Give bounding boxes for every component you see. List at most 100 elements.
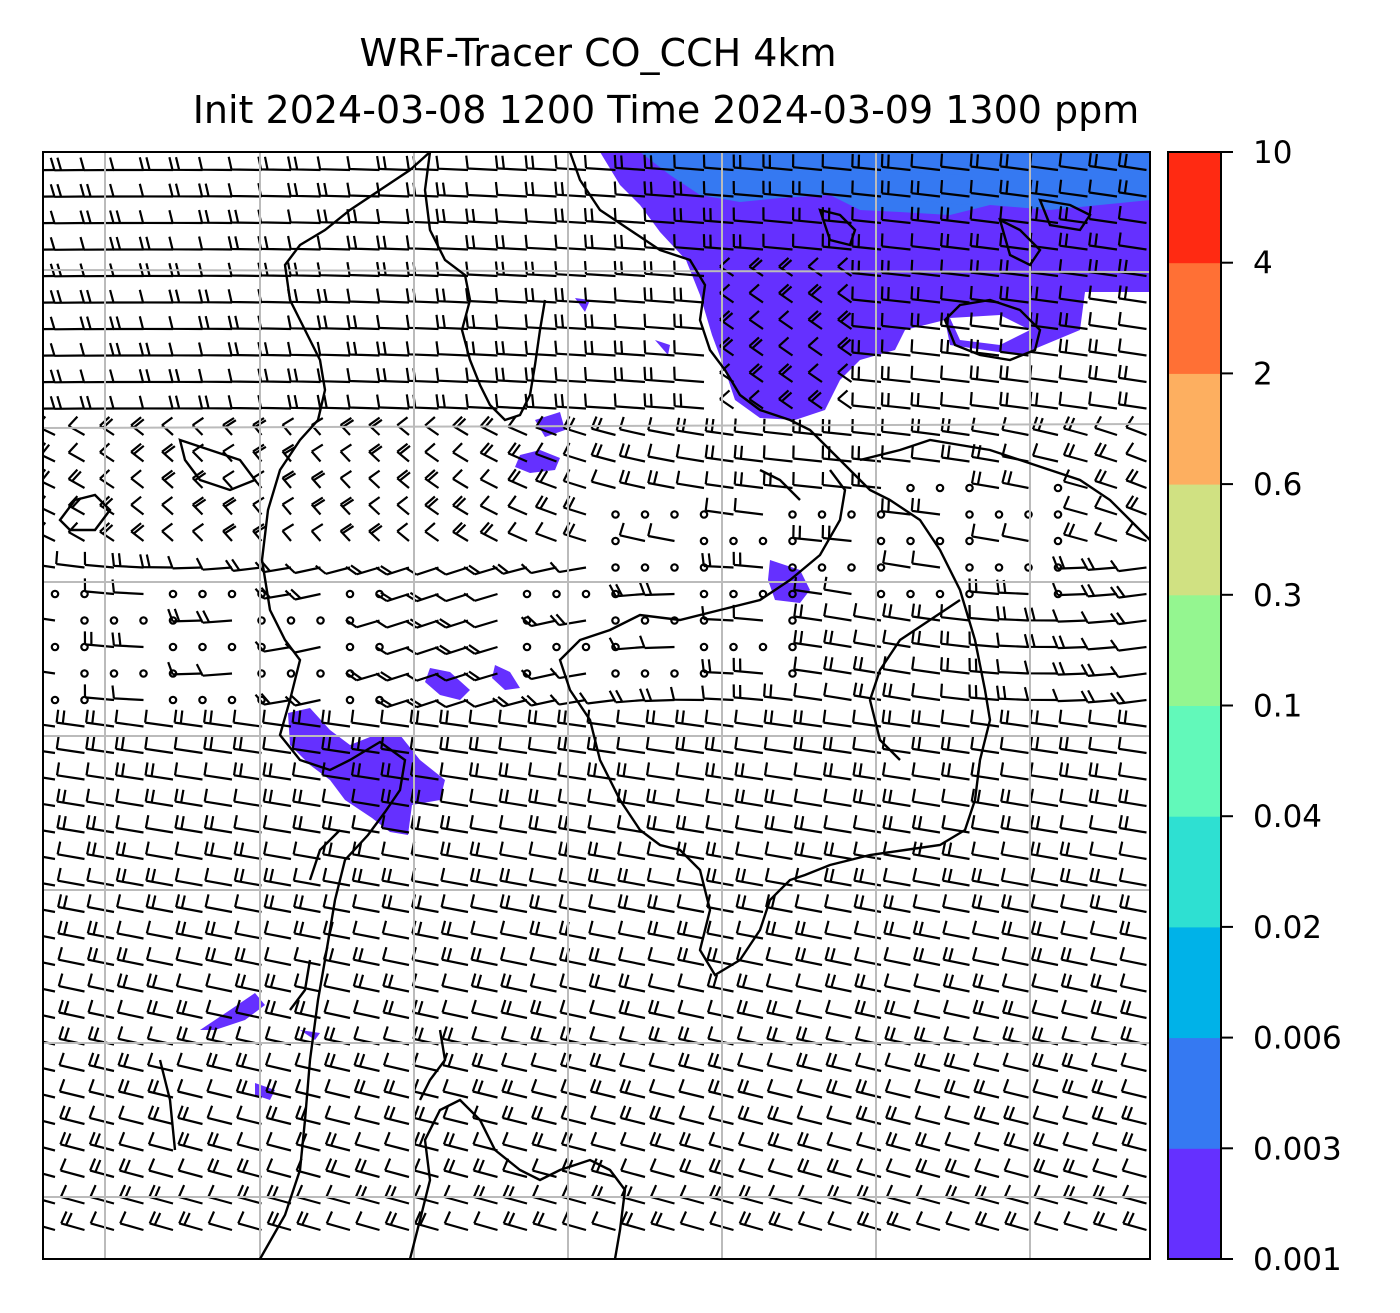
- wind-barb: [1117, 232, 1147, 251]
- wind-barb: [527, 709, 557, 728]
- wind-barb: [161, 469, 176, 489]
- wind-barb: [807, 336, 823, 357]
- calm-wind-marker: [994, 563, 1004, 572]
- wind-barb: [792, 180, 823, 198]
- wind-barb: [195, 663, 233, 677]
- wind-barb: [1121, 1158, 1147, 1179]
- wind-barb: [732, 154, 764, 172]
- wind-barb: [940, 365, 970, 384]
- wind-barb: [821, 471, 852, 490]
- wind-barb: [910, 444, 941, 463]
- wind-barb: [224, 558, 262, 572]
- wind-barb: [823, 603, 852, 622]
- colorbar-tick-label: 0.04: [1253, 799, 1322, 835]
- wind-barb: [293, 973, 321, 993]
- wind-barb: [1088, 232, 1118, 251]
- wind-barb: [396, 495, 410, 516]
- wind-barb: [222, 470, 235, 489]
- wind-barb: [1058, 285, 1088, 304]
- wind-barb: [885, 1131, 911, 1152]
- wind-barb: [969, 232, 1000, 251]
- wind-barb: [203, 762, 233, 781]
- wind-barb: [43, 617, 56, 622]
- wind-barb: [227, 209, 262, 225]
- wind-barb: [554, 393, 587, 410]
- wind-barb: [316, 156, 351, 172]
- wind-barb: [264, 1052, 292, 1073]
- wind-barb: [206, 1131, 233, 1152]
- wind-barb: [376, 288, 410, 304]
- wind-barb: [673, 287, 705, 304]
- wind-barb: [43, 221, 56, 225]
- wind-barb: [910, 286, 941, 304]
- wind-barb: [1088, 311, 1118, 331]
- wind-barb: [227, 315, 262, 331]
- wind-barb: [116, 999, 144, 1020]
- calm-wind-marker: [80, 669, 89, 678]
- wind-barb: [706, 973, 734, 993]
- wind-barb: [315, 564, 351, 575]
- wind-barb: [440, 841, 469, 861]
- wind-barb: [204, 867, 233, 887]
- wind-barb: [824, 973, 852, 993]
- calm-wind-marker: [965, 536, 974, 546]
- wind-barb: [1090, 973, 1118, 993]
- parallel-line: [43, 423, 1150, 429]
- wind-barb: [520, 669, 557, 681]
- wind-barb: [138, 236, 174, 251]
- wind-barb: [368, 469, 381, 489]
- wind-barb: [147, 1105, 174, 1126]
- wind-barb: [524, 208, 557, 225]
- wind-barb: [822, 735, 852, 755]
- calm-wind-marker: [1053, 510, 1063, 519]
- wind-barb: [824, 946, 852, 967]
- wind-barb: [56, 841, 85, 861]
- wind-barb: [1051, 582, 1088, 597]
- wind-barb: [109, 369, 144, 384]
- wind-barb: [706, 999, 734, 1020]
- wind-barb: [383, 1078, 410, 1099]
- wind-barb: [89, 1211, 115, 1232]
- wind-barb: [469, 788, 498, 808]
- wind-barb: [648, 1078, 675, 1099]
- wind-barb: [198, 183, 233, 198]
- wind-barb: [1029, 788, 1059, 808]
- map-panel: [42, 151, 1151, 1260]
- wind-barb: [618, 1052, 646, 1073]
- wind-barb: [764, 814, 793, 834]
- wind-barb: [705, 814, 734, 834]
- wind-barb: [43, 564, 56, 569]
- wind-barb: [293, 920, 321, 940]
- wind-barb: [470, 946, 498, 967]
- wind-barb: [173, 735, 203, 755]
- wind-barb: [1003, 1158, 1029, 1179]
- wind-barb: [940, 735, 970, 755]
- wind-barb: [79, 369, 115, 384]
- wind-barb: [643, 340, 675, 357]
- coastline: [289, 959, 312, 1011]
- wind-barb: [49, 157, 85, 172]
- wind-barb: [191, 522, 205, 542]
- wind-barb: [941, 788, 970, 808]
- wind-barb: [778, 310, 794, 330]
- wind-barb: [1060, 999, 1088, 1020]
- coastline: [868, 599, 961, 761]
- calm-wind-marker: [109, 616, 119, 625]
- wind-barb: [292, 814, 321, 834]
- wind-barb: [293, 894, 321, 914]
- wind-barb: [222, 523, 237, 542]
- wind-barb: [613, 234, 646, 251]
- wind-barb: [262, 709, 292, 728]
- wind-barb: [352, 999, 380, 1020]
- wind-barb: [376, 394, 410, 410]
- wind-barb: [648, 1052, 675, 1073]
- wind-barb: [528, 867, 557, 887]
- wind-barb: [678, 1078, 705, 1099]
- wind-barb: [882, 603, 911, 622]
- wind-barb: [1051, 661, 1088, 676]
- wind-barb: [1080, 583, 1118, 598]
- wind-barb: [734, 814, 764, 834]
- wind-barb: [346, 182, 380, 198]
- wind-barb: [794, 841, 823, 861]
- wind-barb: [354, 1158, 380, 1179]
